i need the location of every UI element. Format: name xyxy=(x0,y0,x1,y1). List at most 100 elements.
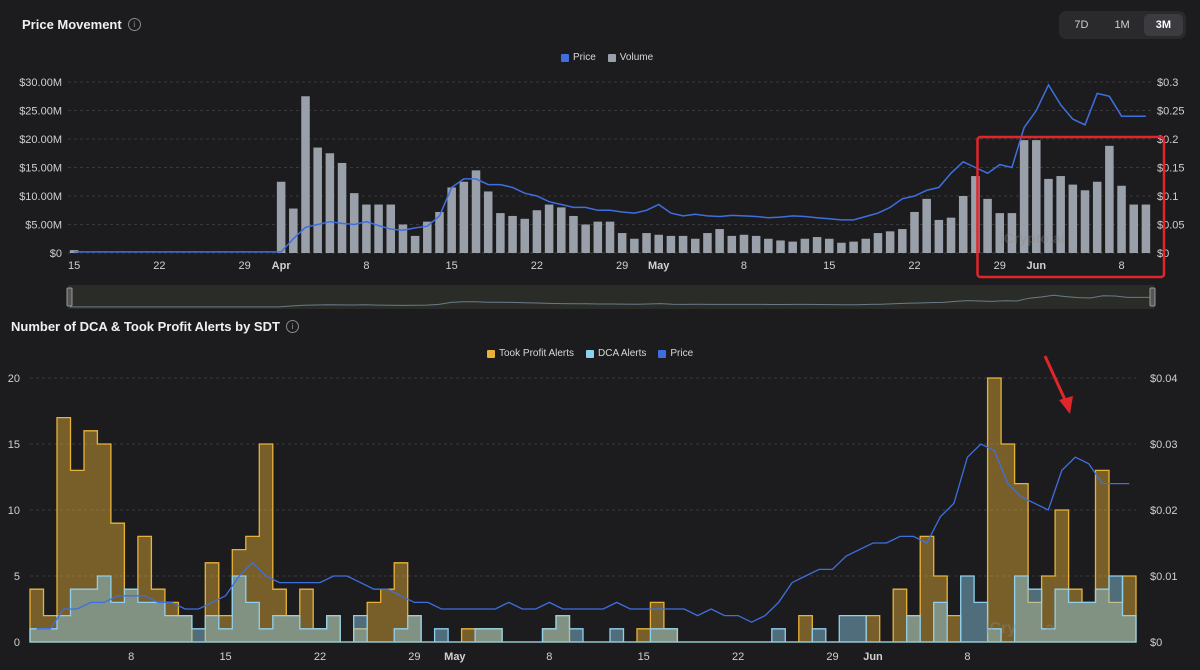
volume-bar xyxy=(398,224,408,253)
alerts-chart-title-text: Number of DCA & Took Profit Alerts by SD… xyxy=(11,319,280,334)
x-tick-label: 22 xyxy=(314,651,326,663)
volume-bar xyxy=(544,204,554,253)
volume-bar xyxy=(276,181,286,253)
watermark: iCrypto.ai xyxy=(985,620,1059,637)
volume-bar xyxy=(483,191,493,253)
y-right-tick-label: $0 xyxy=(1150,637,1162,649)
y-left-tick-label: 0 xyxy=(14,637,20,649)
y-left-tick-label: 5 xyxy=(14,571,20,583)
volume-bar xyxy=(1080,190,1090,253)
highlight-box xyxy=(976,135,1166,279)
took-profit-swatch xyxy=(487,349,495,358)
range-navigator xyxy=(68,285,1154,309)
price-line xyxy=(36,443,1130,630)
volume-bar xyxy=(922,198,931,253)
dca-swatch xyxy=(586,349,595,358)
price-movement-title: Price Movement i xyxy=(22,17,141,32)
volume-bar xyxy=(617,233,627,253)
x-tick-label: 22 xyxy=(732,651,744,663)
volume-bar xyxy=(824,238,834,253)
volume-bar xyxy=(788,241,797,253)
y-right-tick-label: $0.25 xyxy=(1157,106,1185,118)
volume-bar xyxy=(569,215,578,253)
volume-bar xyxy=(837,242,846,253)
price-volume-chart: $0 $5.00M $10.00M $15.00M $20.00M $25.00M $30.… xyxy=(19,77,1185,309)
x-tick-label: 29 xyxy=(238,260,250,272)
volume-bar xyxy=(690,238,700,253)
y-left-tick-label: 15 xyxy=(8,439,20,451)
legend-price-label-2: Price xyxy=(670,348,694,359)
y-left-tick-label: 10 xyxy=(8,505,20,517)
price-line xyxy=(74,83,1146,253)
volume-bar xyxy=(435,211,444,253)
y-left-tick-label: $0 xyxy=(50,248,62,260)
info-icon[interactable]: i xyxy=(285,320,299,333)
annotation-arrow xyxy=(1043,355,1068,403)
volume-bar xyxy=(971,176,980,253)
volume-bar xyxy=(898,229,907,253)
x-tick-label: 8 xyxy=(741,260,747,272)
y-right-tick-label: $0.04 xyxy=(1150,373,1178,385)
x-tick-label: 15 xyxy=(446,260,458,272)
volume-bar xyxy=(861,238,871,253)
volume-bar xyxy=(1056,176,1065,253)
range-7d-button[interactable]: 7D xyxy=(1074,19,1089,31)
volume-bar xyxy=(471,170,481,253)
volume-bar xyxy=(325,153,335,253)
volume-bar xyxy=(1129,204,1138,253)
x-tick-label: 8 xyxy=(363,260,369,272)
volume-bar xyxy=(532,210,542,253)
volume-bar xyxy=(654,234,663,253)
volume-bar xyxy=(910,211,919,253)
volume-bar xyxy=(1032,140,1041,253)
x-tick-label: 22 xyxy=(153,260,165,272)
legend-item-dca[interactable]: DCA Alerts xyxy=(586,348,646,359)
x-tick-label: 8 xyxy=(964,651,970,663)
info-icon[interactable]: i xyxy=(127,18,141,31)
volume-bar xyxy=(496,213,505,253)
watermark: iCrypto.ai xyxy=(1000,230,1065,246)
y-left-tick-label: $15.00M xyxy=(19,163,62,175)
volume-bar xyxy=(727,235,737,253)
price-swatch xyxy=(561,53,569,62)
legend-item-volume[interactable]: Volume xyxy=(607,52,654,63)
legend-item-took-profit[interactable]: Took Profit Alerts xyxy=(487,348,574,359)
range-3m-button[interactable]: 3M xyxy=(1143,14,1183,36)
navigator-handle-left xyxy=(66,287,73,307)
x-tick-label: 15 xyxy=(638,651,650,663)
volume-bar xyxy=(739,234,749,253)
legend-volume-label: Volume xyxy=(619,52,654,63)
volume-bar xyxy=(995,213,1005,253)
volume-bar xyxy=(374,204,383,253)
volume-bar xyxy=(703,233,712,253)
volume-bar xyxy=(520,218,530,253)
x-tick-label: May xyxy=(648,260,670,272)
x-tick-label: 15 xyxy=(219,651,231,663)
alerts-chart-legend: Took Profit Alerts DCA Alerts Price xyxy=(487,348,693,359)
volume-bar xyxy=(362,204,371,253)
range-1m-button[interactable]: 1M xyxy=(1114,19,1130,31)
x-tick-label: 22 xyxy=(908,260,920,272)
y-left-tick-label: 20 xyxy=(8,373,20,385)
volume-bar xyxy=(885,231,895,253)
x-tick-label: 29 xyxy=(616,260,628,272)
volume-bar xyxy=(1117,185,1126,253)
volume-bar xyxy=(776,240,785,253)
alerts-chart-title: Number of DCA & Took Profit Alerts by SD… xyxy=(11,319,299,334)
volume-bar xyxy=(849,241,858,253)
volume-bar xyxy=(983,198,992,253)
legend-item-price-2[interactable]: Price xyxy=(658,348,693,359)
annotation-arrowhead xyxy=(1059,396,1073,414)
volume-bar xyxy=(605,221,615,253)
volume-bar xyxy=(301,96,310,253)
x-tick-label: Jun xyxy=(1027,260,1047,272)
x-tick-label: Apr xyxy=(272,260,292,272)
volume-bar xyxy=(1019,140,1029,253)
y-right-tick-label: $0.02 xyxy=(1150,505,1178,517)
legend-item-price[interactable]: Price xyxy=(561,52,596,63)
volume-bar xyxy=(666,235,676,253)
volume-bar xyxy=(508,215,517,253)
volume-bar xyxy=(1044,178,1053,253)
x-tick-label: 8 xyxy=(128,651,134,663)
volume-bar xyxy=(447,187,456,253)
